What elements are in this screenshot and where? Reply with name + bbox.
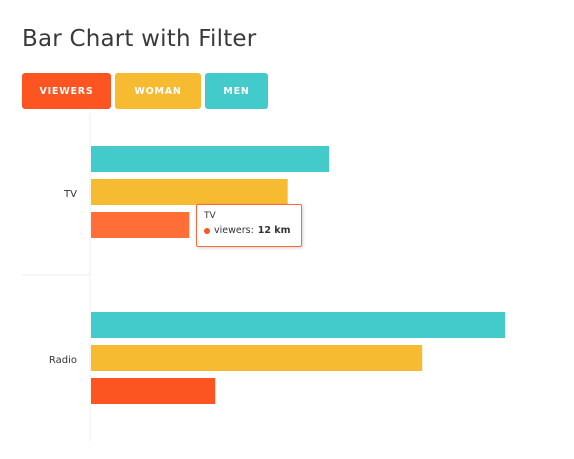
bar-tv-viewers[interactable] [91,212,190,238]
filter-bar: VIEWERS WOMAN MEN [22,73,268,109]
bar-tv-woman[interactable] [91,179,288,205]
filter-viewers-button[interactable]: VIEWERS [22,73,111,109]
tooltip-row: viewers: 12 km [204,225,294,236]
bar-radio-woman[interactable] [91,345,423,371]
bar-radio-men[interactable] [91,312,505,338]
page-title: Bar Chart with Filter [22,26,257,52]
bar-tooltip: TV viewers: 12 km [196,204,302,247]
filter-men-button[interactable]: MEN [205,73,268,109]
filter-woman-button[interactable]: WOMAN [115,73,201,109]
tooltip-value: 12 km [257,225,291,236]
bar-tv-men[interactable] [91,146,329,172]
tooltip-dot-icon [204,227,210,234]
category-label-tv: TV [63,189,77,200]
tooltip-title: TV [204,211,216,221]
tooltip-series: viewers: [214,225,254,236]
bar-radio-viewers[interactable] [91,378,216,404]
bars-group [91,146,505,404]
category-label-radio: Radio [49,355,77,366]
